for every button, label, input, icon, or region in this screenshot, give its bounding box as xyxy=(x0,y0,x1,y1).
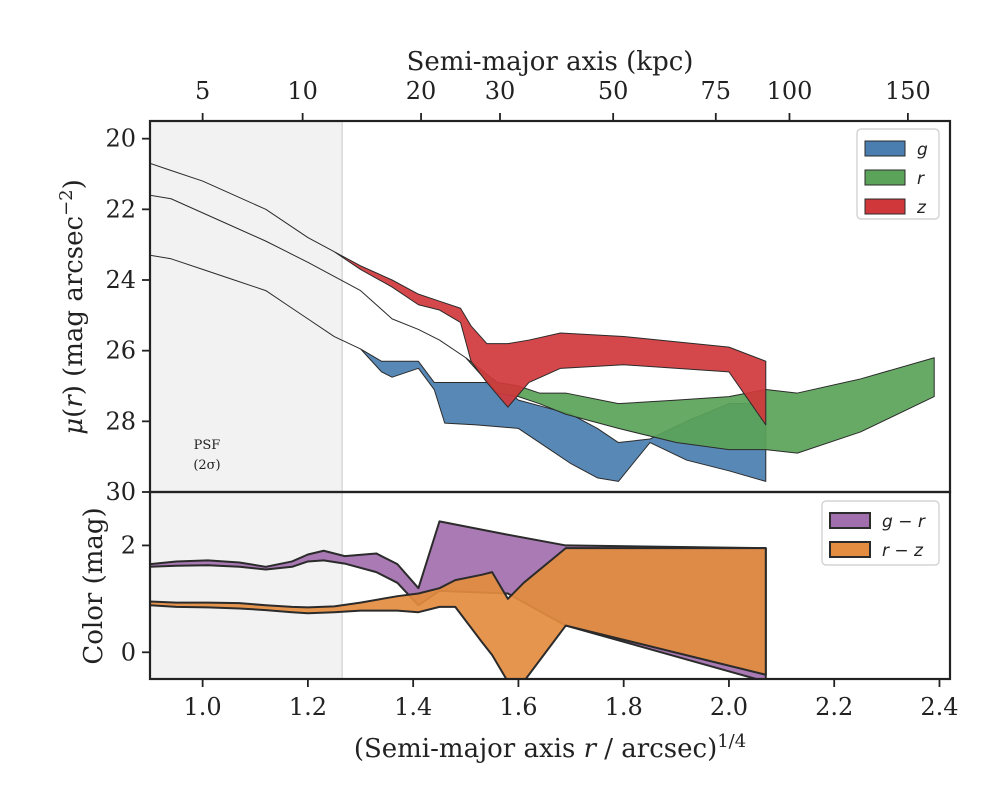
y-tick-label-top: 28 xyxy=(105,407,136,435)
x-tick-label: 1.2 xyxy=(289,693,327,721)
color-band-rz xyxy=(150,547,767,679)
psf-label: PSF xyxy=(194,438,221,453)
sb-band-r xyxy=(150,194,935,454)
y-axis-title-bottom: Color (mag) xyxy=(79,507,109,664)
psf-shaded-region xyxy=(150,121,343,679)
y-axis-title-top: μ(r) (mag arcsec−2) xyxy=(56,179,90,435)
y-tick-label-bottom: 0 xyxy=(121,638,136,666)
legend-swatch xyxy=(864,169,906,186)
mu-symbol: μ xyxy=(59,418,89,435)
color-series xyxy=(150,520,767,679)
legend-label: g − r xyxy=(882,512,926,532)
y-tick-label-top: 26 xyxy=(105,337,136,365)
legend-swatch xyxy=(864,198,906,215)
legend-swatch xyxy=(829,541,871,558)
top-x-tick-label: 10 xyxy=(287,77,318,105)
legend-swatch xyxy=(829,512,871,529)
top-x-tick-label: 50 xyxy=(598,77,629,105)
y-tick-label-top: 30 xyxy=(105,478,136,506)
surface-brightness-series xyxy=(150,162,935,482)
bottom-panel-frame xyxy=(148,490,952,681)
legend-colors: g − r r − z xyxy=(821,500,940,566)
x-axis-title: (Semi-major axis r / arcsec)1/4 xyxy=(354,731,746,765)
x-tick-label: 1.6 xyxy=(499,693,537,721)
top-x-tick-label: 20 xyxy=(406,77,437,105)
x-tick-label: 1.4 xyxy=(394,693,432,721)
legend-swatch xyxy=(864,140,906,157)
top-x-tick-label: 5 xyxy=(195,77,210,105)
top-x-tick-label: 150 xyxy=(885,77,931,105)
psf-sigma-label: (2σ) xyxy=(193,458,220,473)
x-tick-label: 2.2 xyxy=(815,693,853,721)
legend-bands: grz xyxy=(856,128,940,220)
x-tick-label: 1.8 xyxy=(605,693,643,721)
y-tick-label-top: 24 xyxy=(105,266,136,294)
top-x-tick-label: 75 xyxy=(701,77,732,105)
legend-label: z xyxy=(916,198,927,218)
y-tick-label-top: 22 xyxy=(105,195,136,223)
x-tick-label: 2.4 xyxy=(920,693,958,721)
top-x-tick-label: 30 xyxy=(485,77,516,105)
top-x-tick-label: 100 xyxy=(767,77,813,105)
y-tick-label-bottom: 2 xyxy=(121,531,136,559)
axis-ticks: 20 22 24 26 28 30 0 2 1.0 1.2 1.4 1.6 1.8 2.0 2.2 2.4 5 1… xyxy=(105,77,958,721)
sb-band-z xyxy=(150,162,767,426)
psf-shade-rect xyxy=(150,121,343,679)
legend-label: r − z xyxy=(882,541,924,561)
y-tick-label-top: 20 xyxy=(105,125,136,153)
x-tick-label: 2.0 xyxy=(710,693,748,721)
legend-label: g xyxy=(917,140,928,160)
legend-label: r xyxy=(917,169,925,189)
x-tick-label: 1.0 xyxy=(184,693,222,721)
top-axis-title: Semi-major axis (kpc) xyxy=(407,47,694,77)
